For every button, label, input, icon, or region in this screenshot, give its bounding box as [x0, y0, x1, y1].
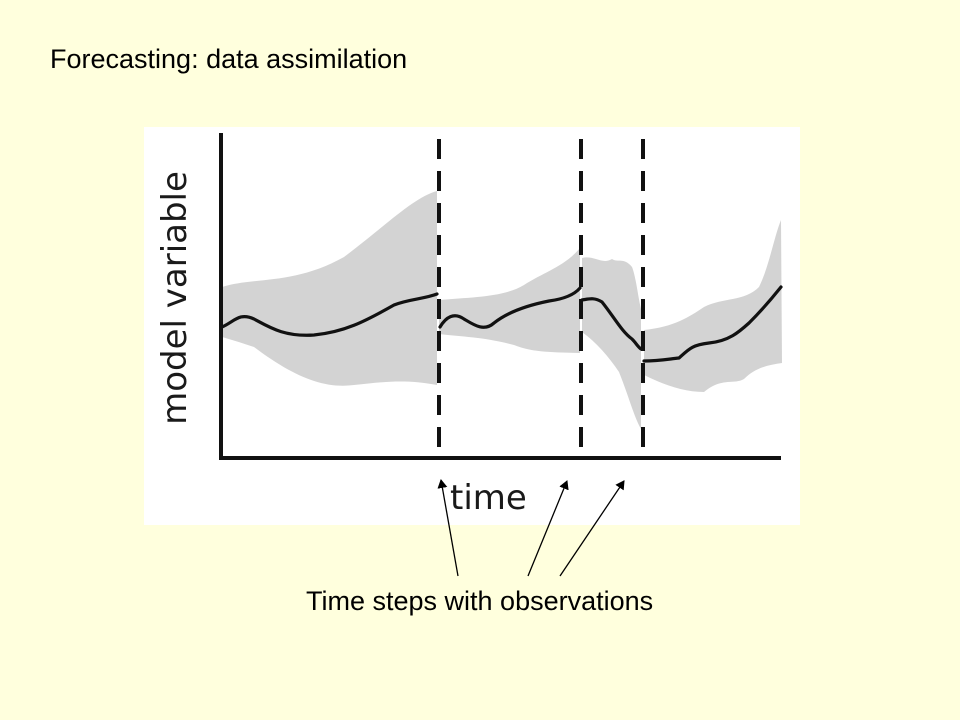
trajectory-segment-3	[580, 297, 643, 351]
arrow-2	[527, 480, 569, 577]
trajectory-segment-1	[220, 292, 439, 337]
arrow-1	[437, 479, 459, 577]
trajectory-segment-4	[642, 285, 783, 363]
y-axis-label: model variable	[155, 171, 195, 425]
x-axis-label: time	[450, 478, 527, 518]
slide-title: Forecasting: data assimilation	[50, 44, 408, 74]
arrow-3	[559, 480, 625, 577]
uncertainty-band-1	[222, 191, 437, 386]
figure-panel: model variable time	[144, 127, 800, 525]
trajectory-segment-2	[438, 286, 582, 329]
observation-caption: Time steps with observations	[306, 586, 654, 616]
uncertainty-band-2	[439, 248, 580, 353]
assimilation-diagram: model variable time	[155, 133, 783, 518]
uncertainty-band-4	[644, 220, 782, 392]
